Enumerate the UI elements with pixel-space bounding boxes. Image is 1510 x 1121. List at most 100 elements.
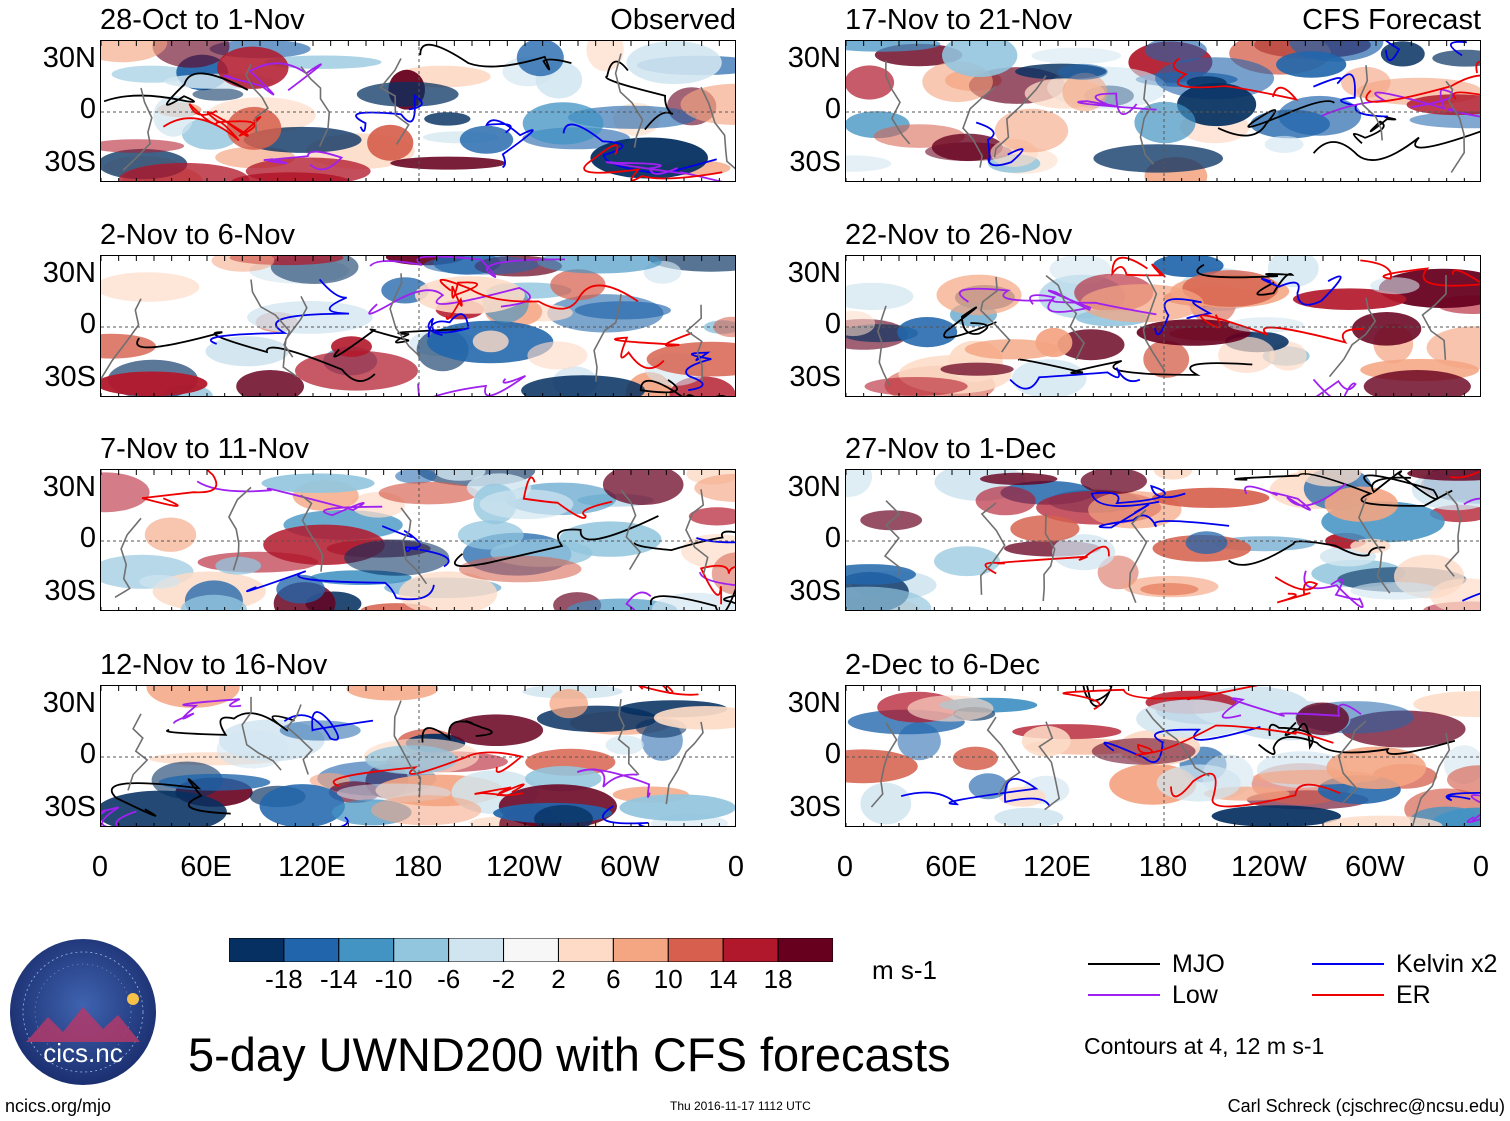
contour-kelvin-x2 [246, 570, 435, 601]
contour-mjo [1234, 472, 1453, 507]
x-tick-label: 60E [180, 851, 232, 883]
y-tick-label: 30N [42, 257, 96, 289]
anomaly-field [846, 470, 1480, 610]
anomaly-shading [860, 782, 912, 825]
contour-kelvin-x2 [1385, 41, 1467, 62]
author-credit: Carl Schreck (cjschrec@ncsu.edu) [1227, 1096, 1505, 1116]
contour-er [1170, 772, 1341, 808]
x-tick-label: 0 [836, 851, 854, 883]
contour-mjo [1228, 540, 1386, 566]
map-panel [100, 469, 736, 611]
anomaly-shading [245, 157, 371, 181]
anomaly-shading [1057, 329, 1125, 361]
coastline [245, 64, 269, 133]
y-tick-label: 0 [79, 522, 96, 554]
anomaly-shading [356, 81, 459, 107]
anomaly-field [846, 686, 1480, 826]
legend-label: Low [1172, 981, 1218, 1009]
colorbar-swatch [557, 937, 614, 963]
contour-er [1274, 576, 1319, 604]
anomaly-shading [259, 784, 345, 826]
anomaly-shading [101, 371, 208, 396]
contour-low [1077, 92, 1157, 115]
anomaly-shading [247, 301, 373, 334]
anomaly-shading [1324, 486, 1399, 522]
coastline [620, 489, 642, 571]
coastline [400, 507, 428, 585]
contour-mjo [1196, 263, 1295, 296]
anomaly-shading [936, 274, 1022, 316]
contour-low [1303, 570, 1364, 609]
coastline [1128, 509, 1148, 603]
contour-kelvin-x2 [1090, 484, 1186, 507]
anomaly-shading [346, 686, 439, 701]
anomaly-shading [931, 133, 1003, 161]
coastline [593, 293, 622, 382]
coastline [685, 304, 703, 382]
contour-mjo [136, 331, 376, 382]
coastline [1445, 80, 1466, 173]
coastline [993, 75, 1047, 158]
anomaly-shading [550, 269, 606, 301]
contour-low [958, 287, 1157, 316]
colorbar-tick-label: 10 [653, 964, 683, 994]
legend-line-kelvin-x2 [1312, 963, 1384, 965]
y-tick-label: 0 [79, 308, 96, 340]
anomaly-shading [152, 41, 230, 68]
coastline [1337, 720, 1367, 804]
anomaly-shading [367, 124, 414, 161]
x-tick-label: 0 [727, 851, 745, 883]
contour-er [637, 686, 699, 696]
contour-kelvin-x2 [1098, 503, 1230, 529]
anomaly-shading [846, 470, 873, 498]
panel-title: 2-Nov to 6-Nov [100, 219, 296, 251]
timestamp: Thu 2016-11-17 1112 UTC [670, 1099, 811, 1113]
y-tick-label: 30S [44, 146, 96, 178]
y-tick-label: 0 [79, 738, 96, 770]
anomaly-shading [378, 481, 479, 505]
anomaly-shading [1154, 470, 1192, 480]
contour-er [332, 751, 524, 787]
contour-low [1029, 289, 1092, 313]
contour-er [1452, 91, 1480, 100]
anomaly-field [846, 256, 1480, 396]
anomaly-shading [653, 706, 735, 730]
anomaly-shading [1432, 49, 1480, 67]
anomaly-field [846, 41, 1480, 181]
anomaly-shading [180, 594, 247, 610]
anomaly-shading [1370, 277, 1420, 295]
contour-low [369, 256, 566, 278]
legend-line-mjo [1088, 963, 1160, 965]
contour-er [614, 332, 693, 370]
x-tick-label: 180 [393, 851, 443, 883]
colorbar-swatch [612, 937, 669, 963]
contour-low [223, 62, 322, 96]
coastline [1358, 498, 1391, 594]
legend-label: ER [1396, 981, 1431, 1009]
contour-er [474, 783, 525, 797]
anomaly-shading [1185, 531, 1228, 554]
contour-mjo [333, 328, 466, 358]
y-tick-label: 30S [789, 791, 841, 823]
coastline [1045, 274, 1086, 361]
anomaly-shading [1182, 270, 1279, 307]
anomaly-shading [897, 722, 941, 761]
coastline [300, 494, 324, 572]
y-tick-label: 0 [824, 93, 841, 125]
contour-er [1360, 259, 1480, 287]
anomaly-shading [590, 137, 708, 179]
contour-kelvin-x2 [1009, 367, 1141, 390]
colorbar-swatch [722, 937, 779, 963]
contour-low [605, 161, 723, 181]
colorbar-tick-label: 14 [708, 964, 738, 994]
panel-source-tag: CFS Forecast [1302, 4, 1481, 36]
anomaly-shading [1057, 63, 1108, 80]
contour-mjo [453, 515, 659, 567]
contour-mjo [943, 306, 997, 339]
anomaly-shading [567, 598, 678, 610]
contour-er [1135, 724, 1334, 756]
coastline [300, 66, 331, 147]
anomaly-shading [1447, 765, 1480, 794]
y-tick-label: 0 [79, 93, 96, 125]
colorbar-tick-label: -10 [374, 964, 413, 994]
